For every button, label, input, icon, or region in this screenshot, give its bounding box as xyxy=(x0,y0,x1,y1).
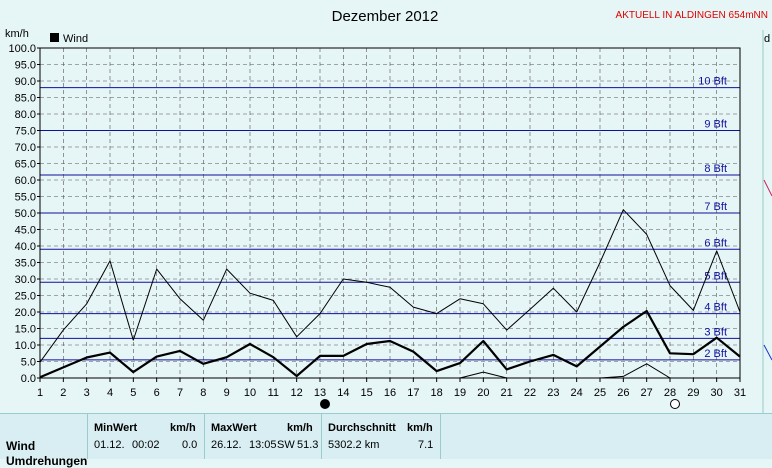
avg-header: Durchschnitt xyxy=(328,422,396,434)
right-edge-mark-2 xyxy=(763,344,772,361)
y-tick-label: 10.0 xyxy=(15,340,36,352)
max-unit: km/h xyxy=(287,422,313,434)
plot-area xyxy=(39,47,741,379)
x-tick-label: 25 xyxy=(594,387,606,399)
y-tick-label: 0.0 xyxy=(21,373,36,385)
x-tick-label: 22 xyxy=(524,387,536,399)
x-tick-label: 12 xyxy=(291,387,303,399)
avg-cell: Durchschnitt km/h 5302.2 km 7.1 xyxy=(322,414,441,459)
y-tick-label: 85.0 xyxy=(15,93,36,105)
x-tick-label: 14 xyxy=(337,387,349,399)
min-date: 01.12. xyxy=(94,439,125,451)
max-value: 51.3 xyxy=(297,439,319,451)
y-tick-label: 50.0 xyxy=(15,208,36,220)
legend-label: Wind xyxy=(63,33,88,45)
y-tick-label: 5.0 xyxy=(21,357,36,369)
x-tick-label: 28 xyxy=(664,387,676,399)
stats-row-label: Wind xyxy=(6,439,36,453)
min-unit: km/h xyxy=(170,422,196,434)
y-tick-label: 100.0 xyxy=(8,43,36,55)
beaufort-label: 5 Bft xyxy=(704,270,727,282)
stats-table: Wind Umdrehungen MinWert km/h 01.12. 00:… xyxy=(0,413,772,468)
wind-mean-line xyxy=(39,309,741,379)
beaufort-label: 3 Bft xyxy=(704,326,727,338)
beaufort-label: 10 Bft xyxy=(698,76,727,88)
y-tick-label: 90.0 xyxy=(15,76,36,88)
stats-row-label-cell: Wind Umdrehungen xyxy=(0,414,88,468)
beaufort-label: 6 Bft xyxy=(704,237,727,249)
x-tick-label: 17 xyxy=(407,387,419,399)
x-tick-label: 26 xyxy=(617,387,629,399)
x-tick-label: 5 xyxy=(130,387,136,399)
y-tick-label: 80.0 xyxy=(15,109,36,121)
y-tick-label: 70.0 xyxy=(15,142,36,154)
min-header: MinWert xyxy=(94,422,138,434)
x-tick-label: 27 xyxy=(641,387,653,399)
x-tick-label: 13 xyxy=(314,387,326,399)
x-tick-label: 6 xyxy=(154,387,160,399)
x-tick-label: 9 xyxy=(224,387,230,399)
x-tick-label: 30 xyxy=(711,387,723,399)
x-tick-label: 3 xyxy=(84,387,90,399)
avg-unit: km/h xyxy=(407,422,433,434)
beaufort-label: 9 Bft xyxy=(704,119,727,131)
y-tick-label: 75.0 xyxy=(15,126,36,138)
x-tick-label: 4 xyxy=(107,387,113,399)
beaufort-label: 2 Bft xyxy=(704,348,727,360)
max-direction: SW xyxy=(277,439,295,451)
y-tick-label: 95.0 xyxy=(15,60,36,72)
wind-chart: 2 Bft 3 Bft 4 Bft 5 Bft 6 Bft 7 Bft 8 Bft 9 Bft… xyxy=(5,8,772,413)
x-tick-label: 2 xyxy=(60,387,66,399)
new-moon-icon xyxy=(320,399,330,409)
header-right-label: AKTUELL IN ALDINGEN 654mNN xyxy=(616,10,768,21)
y-axis-unit: km/h xyxy=(5,28,29,40)
x-tick-label: 29 xyxy=(687,387,699,399)
y-tick-label: 60.0 xyxy=(15,175,36,187)
y-tick-label: 25.0 xyxy=(15,291,36,303)
max-time: 13:05 xyxy=(249,439,277,451)
x-tick-label: 20 xyxy=(477,387,489,399)
chart-title: Dezember 2012 xyxy=(332,8,439,25)
beaufort-label: 8 Bft xyxy=(704,163,727,175)
y-tick-label: 45.0 xyxy=(15,225,36,237)
avg-value: 7.1 xyxy=(418,439,434,451)
x-tick-label: 7 xyxy=(177,387,183,399)
right-edge-label: d xyxy=(764,33,770,45)
wind-gust-line xyxy=(39,209,741,363)
max-cell: MaxWert km/h 26.12. 13:05 SW 51.3 xyxy=(205,414,322,459)
legend-swatch xyxy=(50,33,59,42)
y-tick-label: 35.0 xyxy=(15,258,36,270)
x-tick-label: 1 xyxy=(37,387,43,399)
min-value: 0.0 xyxy=(182,439,198,451)
max-date: 26.12. xyxy=(211,439,242,451)
avg-distance: 5302.2 km xyxy=(328,439,380,451)
x-tick-label: 24 xyxy=(571,387,583,399)
full-moon-icon xyxy=(670,399,680,409)
y-tick-label: 65.0 xyxy=(15,159,36,171)
x-tick-label: 21 xyxy=(501,387,513,399)
x-tick-label: 8 xyxy=(200,387,206,399)
x-tick-label: 31 xyxy=(734,387,746,399)
x-tick-label: 19 xyxy=(454,387,466,399)
x-tick-label: 16 xyxy=(384,387,396,399)
min-time: 00:02 xyxy=(132,439,160,451)
beaufort-label: 4 Bft xyxy=(704,302,727,314)
x-tick-label: 15 xyxy=(361,387,373,399)
y-tick-label: 20.0 xyxy=(15,307,36,319)
y-tick-label: 55.0 xyxy=(15,192,36,204)
right-edge-mark-1 xyxy=(763,179,772,197)
x-tick-label: 23 xyxy=(547,387,559,399)
y-tick-label: 30.0 xyxy=(15,274,36,286)
y-tick-label: 40.0 xyxy=(15,241,36,253)
stats-row-label-2: Umdrehungen xyxy=(6,454,88,468)
beaufort-label: 7 Bft xyxy=(704,201,727,213)
x-tick-label: 10 xyxy=(244,387,256,399)
max-header: MaxWert xyxy=(211,422,257,434)
x-tick-label: 18 xyxy=(431,387,443,399)
x-tick-label: 11 xyxy=(268,387,279,399)
y-tick-label: 15.0 xyxy=(15,324,36,336)
min-cell: MinWert km/h 01.12. 00:02 0.0 xyxy=(88,414,205,459)
